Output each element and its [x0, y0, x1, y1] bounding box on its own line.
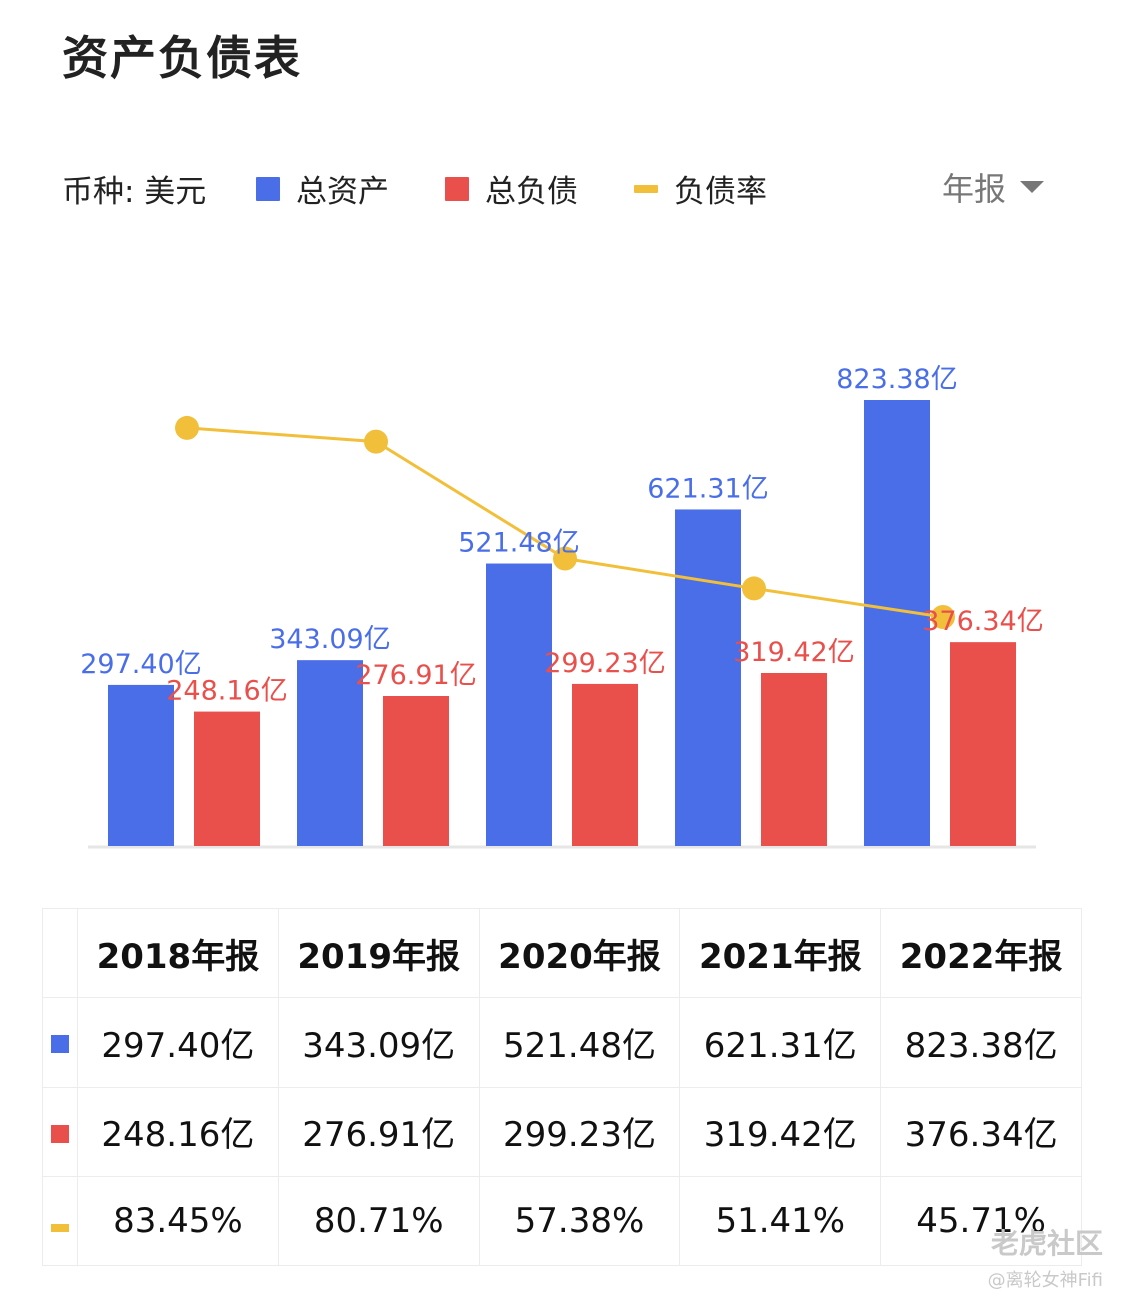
bar-total-liabilities-2021 [761, 672, 827, 846]
data-label-total-assets-2018: 297.40亿 [80, 649, 201, 680]
legend-swatch-total-assets [256, 176, 280, 201]
table-row: 248.16亿 276.91亿 299.23亿 319.42亿 376.34亿 [42, 1086, 1082, 1177]
table-row-swatch [51, 1035, 69, 1054]
table-cell: 621.31亿 [679, 997, 882, 1088]
bar-total-assets-2022 [864, 400, 930, 846]
data-label-total-liabilities-2021: 319.42亿 [733, 637, 854, 668]
legend-item-debt-ratio[interactable]: 负债率 [634, 166, 767, 211]
period-dropdown-label: 年报 [941, 170, 1006, 208]
data-label-total-assets-2021: 621.31亿 [647, 473, 768, 504]
debt-ratio-point-2022 [931, 604, 955, 629]
table-header-cell: 2018年报 [77, 907, 279, 999]
legend-swatch-debt-ratio [634, 184, 658, 193]
table-row: 297.40亿 343.09亿 521.48亿 621.31亿 823.38亿 [42, 997, 1082, 1088]
table-cell: 521.48亿 [478, 997, 681, 1088]
table-cell: 823.38亿 [880, 997, 1082, 1088]
debt-ratio-line [186, 426, 944, 619]
debt-ratio-point-2019 [364, 429, 388, 454]
bar-total-liabilities-2020 [572, 683, 638, 846]
table-cell: 248.16亿 [77, 1086, 279, 1177]
legend-item-total-assets[interactable]: 总资产 [256, 166, 389, 211]
table-key-cell [42, 1086, 78, 1177]
table-cell: 45.71% [880, 1175, 1082, 1267]
bar-total-liabilities-2022 [950, 642, 1016, 846]
data-label-total-assets-2020: 521.48亿 [458, 528, 579, 559]
legend-label-total-liabilities: 总负债 [485, 174, 578, 210]
bar-total-assets-2021 [675, 509, 741, 846]
table-row-swatch [51, 1223, 69, 1232]
data-table: 2018年报 2019年报 2020年报 2021年报 2022年报 297.40亿 343… [42, 907, 1082, 1267]
bar-total-liabilities-2019 [383, 696, 449, 846]
table-header-cell: 2020年报 [478, 907, 681, 999]
debt-ratio-point-2020 [553, 546, 577, 571]
table-key-cell [42, 997, 78, 1088]
legend-swatch-total-liabilities [445, 176, 469, 201]
table-cell: 376.34亿 [880, 1086, 1082, 1177]
table-header-cell: 2021年报 [679, 907, 882, 999]
currency-label: 币种: 美元 [62, 174, 207, 210]
data-label-total-liabilities-2019: 276.91亿 [355, 660, 476, 691]
table-cell: 343.09亿 [277, 997, 480, 1088]
legend-label-debt-ratio: 负债率 [674, 174, 767, 210]
table-row-swatch [51, 1124, 69, 1143]
table-header-cell: 2019年报 [277, 907, 480, 999]
table-key-cell [42, 1175, 78, 1267]
bar-total-liabilities-2018 [194, 711, 260, 846]
data-label-total-assets-2022: 823.38亿 [836, 364, 957, 395]
watermark-user: @离轮女神Fifi [987, 1270, 1103, 1291]
table-key-cell [42, 907, 78, 999]
table-header-row: 2018年报 2019年报 2020年报 2021年报 2022年报 [42, 907, 1082, 999]
table-cell: 80.71% [277, 1175, 480, 1267]
data-label-total-liabilities-2020: 299.23亿 [544, 648, 665, 679]
bar-total-assets-2019 [297, 660, 363, 846]
legend-label-total-assets: 总资产 [296, 174, 389, 210]
data-label-total-liabilities-2018: 248.16亿 [166, 676, 287, 707]
watermark-brand: 老虎社区 [990, 1227, 1103, 1260]
page-title: 资产负债表 [62, 31, 302, 85]
debt-ratio-point-2021 [742, 576, 766, 601]
debt-ratio-point-2018 [175, 415, 199, 440]
caret-down-icon [1020, 181, 1044, 193]
balance-sheet-chart: 297.40亿 343.09亿 521.48亿 621.31亿 823.38亿 248.1… [80, 364, 1044, 849]
data-label-total-liabilities-2022: 376.34亿 [922, 606, 1043, 637]
period-dropdown[interactable]: 年报 [942, 164, 1044, 210]
table-row: 83.45% 80.71% 57.38% 51.41% 45.71% [42, 1175, 1082, 1267]
table-cell: 83.45% [77, 1175, 279, 1267]
legend-item-total-liabilities[interactable]: 总负债 [445, 166, 578, 211]
table-cell: 297.40亿 [77, 997, 279, 1088]
chart-controls: 币种: 美元 总资产 总负债 负债率 年报 [62, 160, 1062, 214]
table-cell: 51.41% [679, 1175, 882, 1267]
table-cell: 319.42亿 [679, 1086, 882, 1177]
bar-total-assets-2020 [486, 563, 552, 846]
table-header-cell: 2022年报 [880, 907, 1082, 999]
bar-total-assets-2018 [108, 684, 174, 846]
table-cell: 299.23亿 [478, 1086, 681, 1177]
table-cell: 276.91亿 [277, 1086, 480, 1177]
data-label-total-assets-2019: 343.09亿 [269, 624, 390, 655]
table-cell: 57.38% [478, 1175, 681, 1267]
